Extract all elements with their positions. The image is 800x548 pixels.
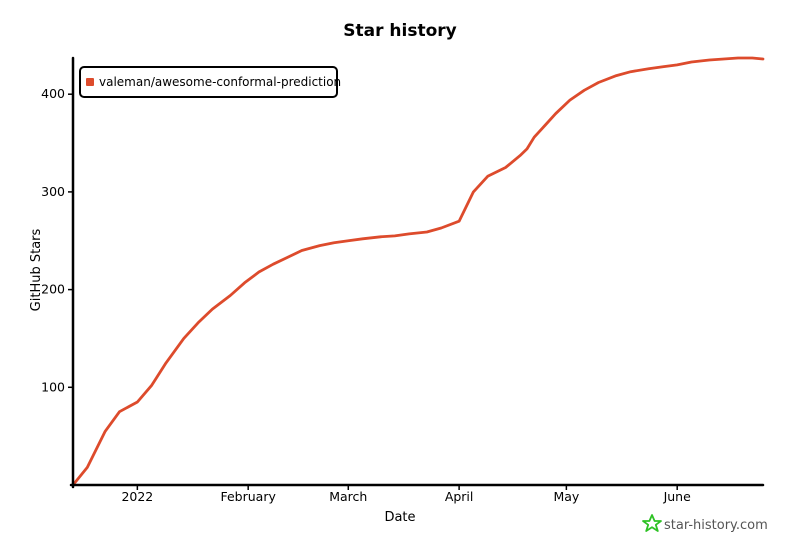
x-tick-label: June [663,489,692,504]
x-axis: 2022 February March April May June [69,483,765,504]
x-tick-label: April [445,489,474,504]
legend-box [79,66,338,98]
brand-text: star-history.com [664,518,768,533]
brand-watermark: star-history.com [642,514,768,533]
y-tick-label: 200 [41,282,65,297]
series-line [71,56,765,487]
y-tick-label: 300 [41,184,65,199]
y-axis-label: GitHub Stars [29,228,44,311]
x-axis-label: Date [384,510,415,525]
x-tick-label: May [553,489,579,504]
x-tick-label: February [220,489,276,504]
plot-area [71,56,765,487]
legend-swatch [86,78,94,86]
chart-title: Star history [343,21,456,41]
legend-label: valeman/awesome-conformal-prediction [99,75,341,89]
x-tick-label: 2022 [121,489,153,504]
y-tick-label: 400 [41,86,65,101]
legend: valeman/awesome-conformal-prediction [79,66,341,98]
y-axis: 100 200 300 400 [41,56,75,489]
x-tick-label: March [329,489,367,504]
y-tick-label: 100 [41,379,65,394]
star-icon [642,514,662,532]
